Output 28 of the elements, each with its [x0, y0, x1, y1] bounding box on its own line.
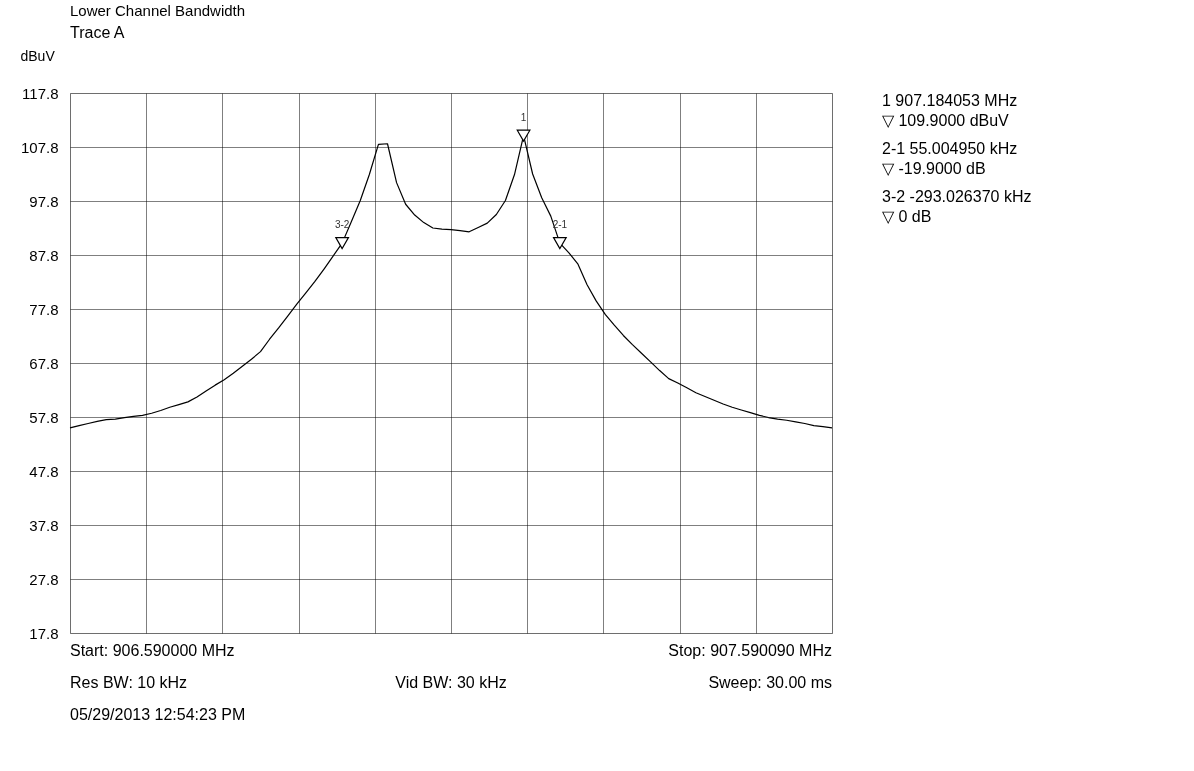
text: Res BW: 10 kHz	[70, 674, 188, 691]
chart-subtitle: Trace A	[70, 24, 125, 41]
y-tick-label: 77.8	[29, 300, 59, 318]
y-tick-label: 117.8	[22, 84, 59, 102]
y-tick-label: 37.8	[29, 516, 59, 534]
text: Vid BW: 30 kHz	[395, 674, 507, 691]
text: Start: 906.590000 MHz	[70, 642, 235, 659]
text: 3-2 -293.026370 kHz	[882, 188, 1032, 205]
text: Stop: 907.590090 MHz	[668, 642, 832, 659]
text: 1 907.184053 MHz	[882, 92, 1018, 109]
text: Sweep: 30.00 ms	[708, 674, 832, 691]
text: 05/29/2013 12:54:23 PM	[70, 706, 246, 723]
y-tick-label: 97.8	[29, 192, 59, 210]
y-tick-label: 57.8	[29, 408, 59, 426]
annotation: 3-2	[334, 219, 350, 231]
y-tick-label: 17.8	[29, 624, 59, 642]
text: 2-1 55.004950 kHz	[882, 140, 1018, 157]
y-tick-label: 67.8	[29, 354, 59, 372]
annotation: 1	[520, 111, 527, 123]
y-tick-label: 47.8	[29, 462, 59, 480]
y-tick-label: 87.8	[29, 246, 59, 264]
text: ▽ 109.9000 dBuV	[882, 112, 1010, 129]
text: ▽ -19.9000 dB	[882, 160, 986, 177]
y-axis-title: dBuV	[20, 47, 56, 64]
chart-title: Lower Channel Bandwidth	[70, 2, 246, 19]
y-tick-label: 27.8	[29, 570, 59, 588]
text: ▽ 0 dB	[882, 208, 932, 225]
y-tick-label: 107.8	[20, 138, 59, 156]
